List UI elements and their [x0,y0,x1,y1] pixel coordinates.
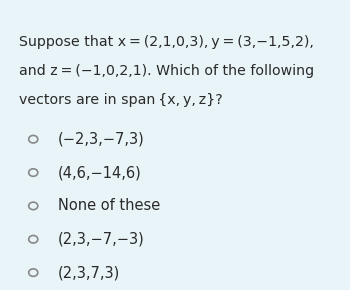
Text: vectors are in span {x, y, z}?: vectors are in span {x, y, z}? [19,93,223,107]
Text: (2,3,−7,−3): (2,3,−7,−3) [58,232,145,247]
Text: (4,6,−14,6): (4,6,−14,6) [58,165,141,180]
Text: None of these: None of these [58,198,160,213]
Text: Suppose that x = (2,1,0,3), y = (3,−1,5,2),: Suppose that x = (2,1,0,3), y = (3,−1,5,… [19,35,314,49]
Text: and z = (−1,0,2,1). Which of the following: and z = (−1,0,2,1). Which of the followi… [19,64,314,78]
Text: (−2,3,−7,3): (−2,3,−7,3) [58,132,145,147]
Text: (2,3,7,3): (2,3,7,3) [58,265,120,280]
